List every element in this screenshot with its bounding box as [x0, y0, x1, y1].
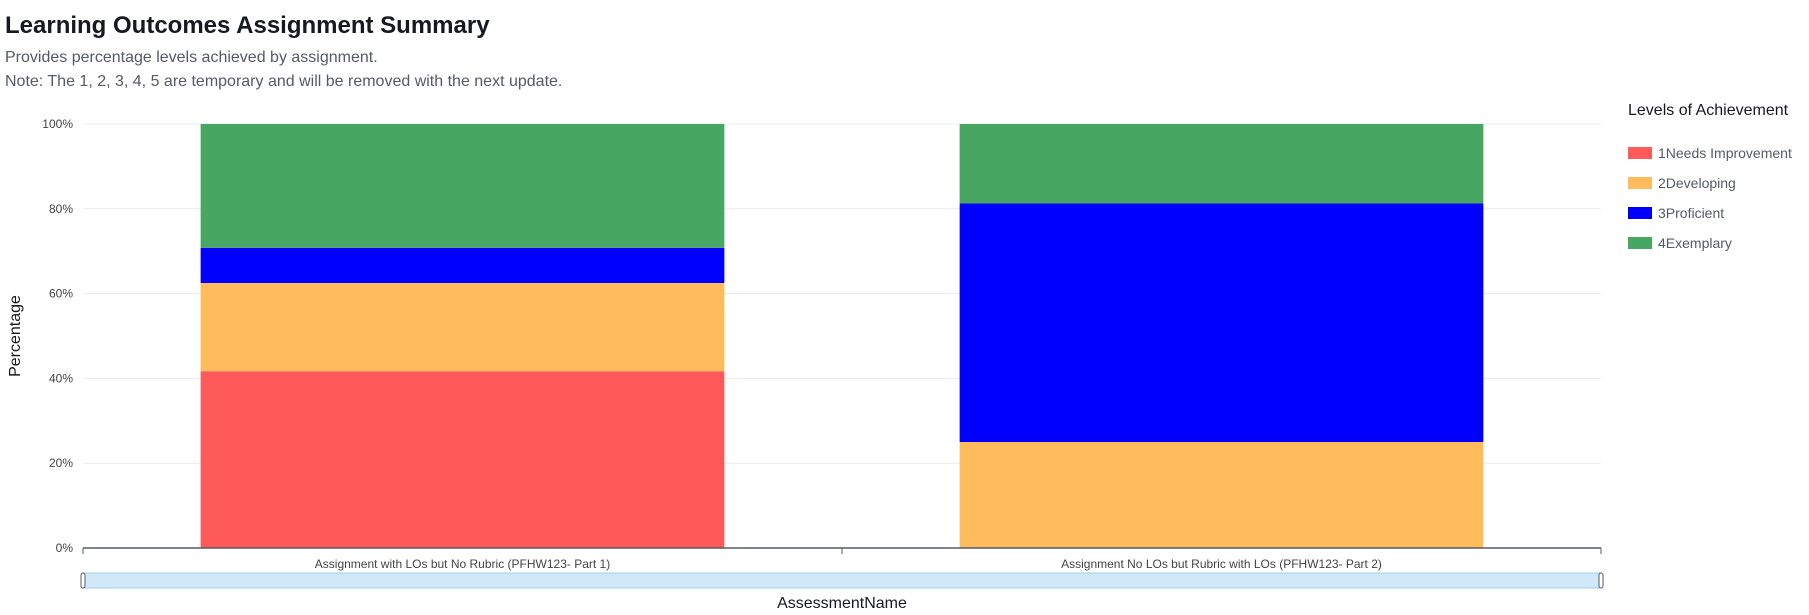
scrollbar-handle-right[interactable] [1598, 572, 1604, 589]
legend-item[interactable]: 3Proficient [1628, 198, 1809, 228]
stacked-bar-chart: 0% 20% 40% 60% 80% 100% Assignment with LOs bu… [7, 117, 1604, 612]
legend-swatch [1628, 147, 1652, 159]
y-axis-title: Percentage [7, 295, 24, 377]
x-tick-label: Assignment with LOs but No Rubric (PFHW1… [315, 557, 610, 571]
chart-note: Note: The 1, 2, 3, 4, 5 are temporary an… [5, 73, 563, 90]
legend-label: 4Exemplary [1658, 235, 1732, 251]
range-scrollbar[interactable] [82, 572, 1602, 589]
bar-segment[interactable] [959, 442, 1484, 548]
chart-header: Learning Outcomes Assignment Summary Pro… [5, 10, 1205, 94]
y-tick-label: 20% [49, 456, 73, 470]
bar-segment[interactable] [200, 247, 725, 283]
x-tick-label: Assignment No LOs but Rubric with LOs (P… [1061, 557, 1382, 571]
x-axis-title: AssessmentName [777, 595, 907, 612]
legend-item[interactable]: 2Developing [1628, 168, 1809, 198]
y-tick-label: 60% [49, 287, 73, 301]
bar-segment[interactable] [200, 124, 725, 248]
bar-segment[interactable] [959, 124, 1484, 204]
legend-items: 1Needs Improvement 2Developing 3Proficient… [1628, 138, 1809, 258]
legend-swatch [1628, 207, 1652, 219]
y-tick-label: 40% [49, 371, 73, 385]
page-title: Learning Outcomes Assignment Summary [5, 12, 490, 39]
legend-label: 2Developing [1658, 175, 1736, 191]
y-tick-label: 100% [42, 117, 73, 131]
legend-item[interactable]: 1Needs Improvement [1628, 138, 1809, 168]
bar-segment[interactable] [200, 283, 725, 372]
y-tick-label: 80% [49, 202, 73, 216]
chart-subtitle: Provides percentage levels achieved by a… [5, 49, 378, 66]
y-tick-label: 0% [56, 541, 74, 555]
chart-legend: Levels of Achievement 1Needs Improvement… [1628, 100, 1809, 258]
legend-title: Levels of Achievement [1628, 102, 1789, 119]
scrollbar-handle-left[interactable] [80, 572, 86, 589]
legend-swatch [1628, 177, 1652, 189]
legend-label: 3Proficient [1658, 205, 1725, 221]
bar-segment[interactable] [959, 203, 1484, 443]
legend-swatch [1628, 237, 1652, 249]
legend-label: 1Needs Improvement [1658, 145, 1792, 161]
legend-item[interactable]: 4Exemplary [1628, 228, 1809, 258]
bar-segment[interactable] [200, 371, 725, 548]
